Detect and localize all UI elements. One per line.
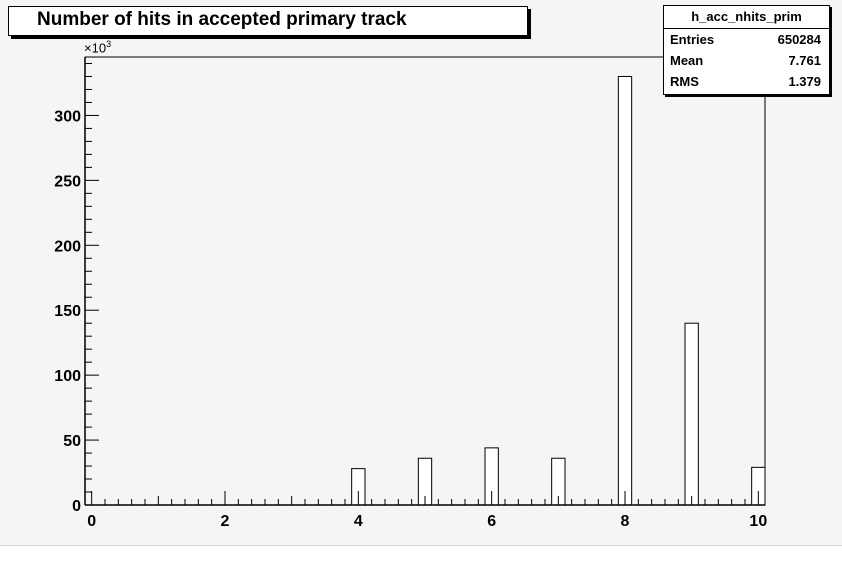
stats-row-entries: Entries 650284: [664, 29, 829, 50]
y-axis-multiplier: ×103: [84, 39, 111, 55]
histogram-bar-9: [684, 322, 699, 506]
x-tick-label: 2: [221, 513, 230, 530]
y-tick-label: 0: [72, 498, 81, 515]
histogram-bar-8: [617, 75, 633, 506]
x-tick-label: 6: [487, 513, 496, 530]
canvas-bottom-edge: [0, 545, 842, 561]
axes-layer: [84, 56, 766, 506]
y-tick-label: 250: [54, 173, 81, 190]
stats-key: RMS: [670, 74, 699, 89]
y-tick-label: 300: [54, 108, 81, 125]
stats-row-mean: Mean 7.761: [664, 50, 829, 71]
stats-value: 1.379: [788, 74, 821, 89]
x-tick-label: 4: [354, 513, 363, 530]
stats-key: Entries: [670, 32, 715, 47]
stats-value: 7.761: [788, 53, 821, 68]
bars-layer: [351, 75, 766, 506]
y-tick-label: 200: [54, 238, 81, 255]
y-tick-label: 50: [63, 433, 81, 450]
stats-histogram-name: h_acc_nhits_prim: [664, 6, 829, 29]
y-axis-multiplier-base: ×10: [84, 40, 107, 56]
x-tick-label: 8: [621, 513, 630, 530]
y-tick-label: 150: [54, 303, 81, 320]
histogram-title: Number of hits in accepted primary track: [37, 9, 407, 30]
ticks-layer: [85, 62, 759, 506]
stats-key: Mean: [670, 53, 704, 68]
stats-row-rms: RMS 1.379: [664, 71, 829, 92]
histogram-title-box: Number of hits in accepted primary track: [8, 6, 528, 36]
y-axis-multiplier-exponent: 3: [106, 39, 112, 49]
stats-box: h_acc_nhits_prim Entries 650284 Mean 7.7…: [663, 5, 830, 95]
y-tick-label: 100: [54, 368, 81, 385]
x-tick-label: 0: [87, 513, 96, 530]
x-tick-label: 10: [749, 513, 767, 530]
stats-value: 650284: [777, 32, 821, 47]
